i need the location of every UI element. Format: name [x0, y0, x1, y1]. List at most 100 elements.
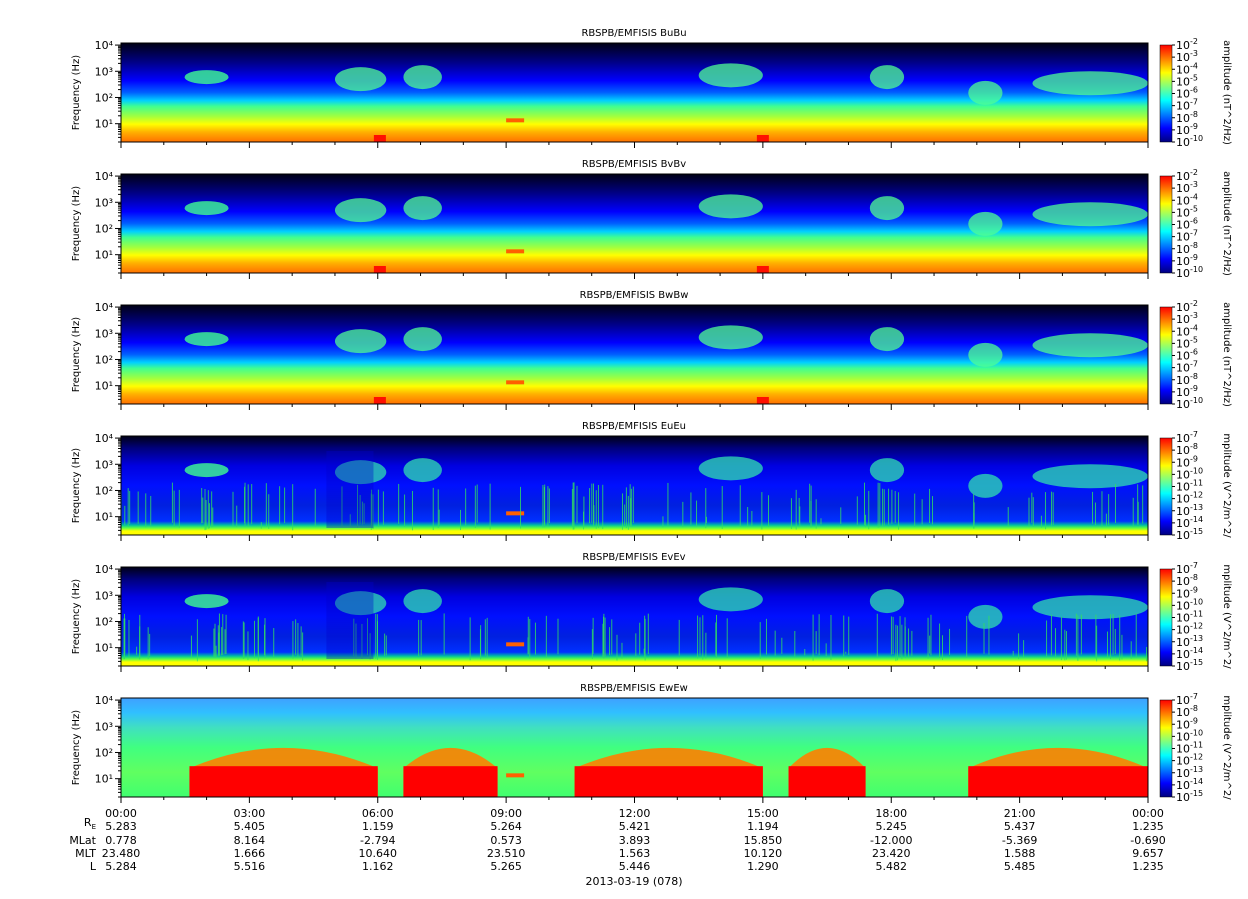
y-tick-label: 10³: [95, 65, 113, 78]
y-tick-label: 10⁴: [95, 301, 114, 314]
colorbar-tick-label: 10-8: [1176, 573, 1198, 588]
wave-emission: [403, 327, 442, 352]
spectrogram-panel: RBSPB/EMFISIS EwEw 10⁴ 10³ 10² 10¹ Frequency …: [71, 683, 1232, 804]
ephemeris-value: 0.778: [105, 834, 137, 847]
colorbar-tick-label: 10-4: [1176, 61, 1198, 76]
wave-emission: [403, 65, 442, 90]
ephemeris-value: 1.235: [1132, 820, 1164, 833]
colorbar-tick-label: 10-9: [1176, 454, 1198, 469]
wave-emission: [189, 766, 378, 797]
colorbar-tick-label: 10-10: [1176, 265, 1203, 280]
ephem-label-l: L: [90, 860, 97, 873]
colorbar-tick-label: 10-8: [1176, 372, 1198, 387]
wave-emission: [788, 766, 866, 797]
colorbar-tick-label: 10-15: [1176, 789, 1203, 804]
panels-group: RBSPB/EMFISIS BuBu 10⁴ 10³ 10² 10¹ Frequency …: [71, 28, 1232, 804]
ephemeris-value: 5.405: [234, 820, 266, 833]
wave-emission: [756, 266, 769, 273]
colorbar-tick-label: 10-7: [1176, 98, 1198, 113]
ephemeris-value: 1.290: [747, 860, 779, 873]
wave-emission: [869, 196, 905, 221]
colorbar-tick-label: 10-11: [1176, 610, 1203, 625]
colorbar-tick-label: 10-9: [1176, 253, 1198, 268]
ephemeris-value: 1.235: [1132, 860, 1164, 873]
wave-emission: [869, 589, 905, 614]
x-tick-label: 18:00: [875, 807, 907, 820]
date-label: 2013-03-19 (078): [585, 875, 682, 888]
time-axis: 00:00 03:00 06:00 09:00 12:00 15:00 18:00 21:00…: [105, 807, 1164, 820]
y-axis-label: Frequency (Hz): [71, 186, 82, 262]
wave-emission: [506, 773, 525, 778]
wave-emission: [506, 118, 525, 123]
panel-title: RBSPB/EMFISIS BwBw: [580, 290, 689, 301]
y-tick-label: 10²: [95, 615, 113, 628]
ephemeris-value: 5.485: [1004, 860, 1036, 873]
colorbar-tick-label: 10-5: [1176, 335, 1198, 350]
colorbar: [1159, 44, 1173, 143]
panel-title: RBSPB/EMFISIS EvEv: [582, 552, 685, 563]
ephemeris-value: 5.283: [105, 820, 137, 833]
y-axis-label: Frequency (Hz): [71, 448, 82, 524]
colorbar-tick-label: 10-11: [1176, 479, 1203, 494]
colorbar-tick-label: 10-3: [1176, 180, 1198, 195]
colorbar-tick-label: 10-3: [1176, 311, 1198, 326]
colorbar: [1159, 175, 1173, 274]
wave-emission: [869, 65, 905, 90]
colorbar-label: mplitude (V^2/m^2/: [1221, 433, 1232, 538]
colorbar-tick-label: 10-3: [1176, 49, 1198, 64]
ephemeris-value: 1.194: [747, 820, 779, 833]
colorbar-tick-label: 10-4: [1176, 323, 1198, 338]
colorbar-tick-label: 10-14: [1176, 515, 1203, 530]
y-tick-label: 10²: [95, 353, 113, 366]
wave-emission: [1032, 202, 1148, 227]
colorbar-label: amplitude (nT^2/Hz): [1221, 40, 1232, 145]
colorbar: [1159, 306, 1173, 405]
panel-title: RBSPB/EMFISIS BvBv: [582, 159, 686, 170]
y-axis-label: Frequency (Hz): [71, 317, 82, 393]
wave-emission: [334, 591, 387, 616]
wave-emission: [756, 135, 769, 142]
colorbar-tick-label: 10-14: [1176, 646, 1203, 661]
colorbar-tick-label: 10-10: [1176, 466, 1203, 481]
wave-emission: [373, 397, 386, 404]
colorbar-tick-label: 10-2: [1176, 168, 1198, 183]
wave-emission: [334, 198, 387, 223]
y-axis-label: Frequency (Hz): [71, 579, 82, 655]
ephemeris-value: 5.265: [490, 860, 522, 873]
colorbar-tick-label: 10-15: [1176, 658, 1203, 673]
ephemeris-value: 9.657: [1132, 847, 1164, 860]
wave-emission: [334, 329, 387, 354]
colorbar-tick-label: 10-2: [1176, 299, 1198, 314]
wave-emission: [968, 211, 1003, 236]
ephemeris-value: 5.421: [619, 820, 651, 833]
wave-emission: [869, 458, 905, 483]
y-tick-label: 10⁴: [95, 39, 114, 52]
wave-emission: [184, 594, 229, 609]
ephemeris-value: 5.482: [876, 860, 908, 873]
wave-emission: [373, 266, 386, 273]
colorbar-tick-label: 10-7: [1176, 561, 1198, 576]
ephemeris-value: 5.284: [105, 860, 137, 873]
colorbar-tick-label: 10-7: [1176, 692, 1198, 707]
ephemeris-value: 5.437: [1004, 820, 1036, 833]
ephemeris-value: 10.120: [744, 847, 783, 860]
wave-emission: [968, 473, 1003, 498]
y-tick-label: 10⁴: [95, 432, 114, 445]
colorbar-tick-label: 10-7: [1176, 430, 1198, 445]
colorbar-label: mplitude (V^2/m^2/: [1221, 695, 1232, 800]
ephemeris-value: 5.446: [619, 860, 651, 873]
colorbar: [1159, 437, 1173, 536]
colorbar-tick-label: 10-5: [1176, 73, 1198, 88]
ephemeris-value: 1.666: [234, 847, 266, 860]
wave-emission: [506, 249, 525, 254]
colorbar-tick-label: 10-9: [1176, 585, 1198, 600]
colorbar-tick-label: 10-10: [1176, 396, 1203, 411]
y-axis-label: Frequency (Hz): [71, 710, 82, 786]
colorbar-tick-label: 10-7: [1176, 229, 1198, 244]
ephemeris-value: 1.162: [362, 860, 394, 873]
y-tick-label: 10²: [95, 484, 113, 497]
x-tick-label: 00:00: [105, 807, 137, 820]
colorbar-tick-label: 10-10: [1176, 134, 1203, 149]
y-tick-label: 10¹: [95, 642, 113, 655]
colorbar-tick-label: 10-6: [1176, 217, 1198, 232]
